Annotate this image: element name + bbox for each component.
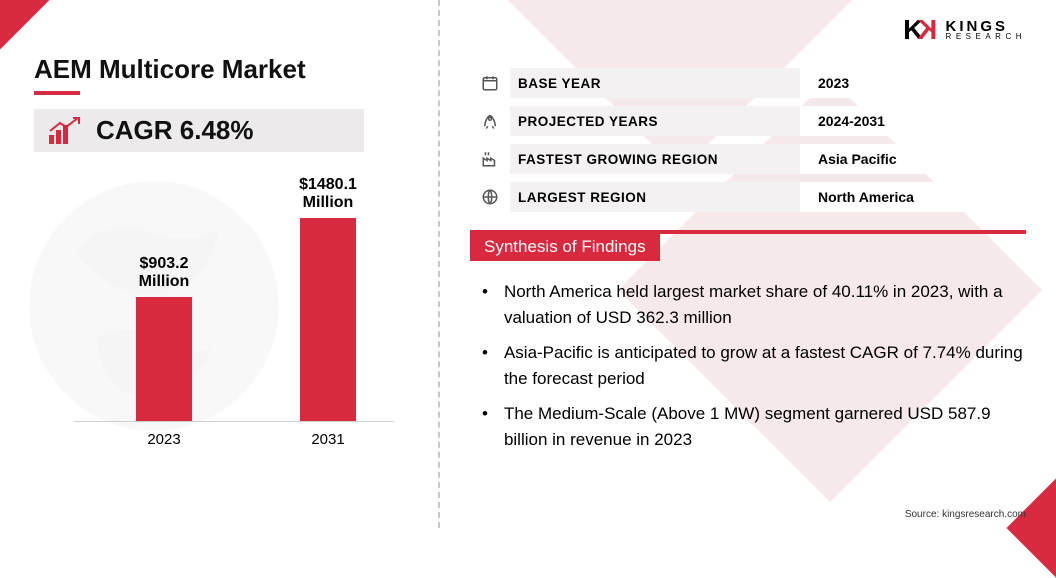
meta-value: Asia Pacific — [800, 144, 1026, 174]
chart-bar-label: $1480.1Million — [273, 176, 383, 213]
trend-up-icon — [48, 117, 82, 145]
brand-logo: KK KINGS RESEARCH — [903, 14, 1026, 46]
section-title: Synthesis of Findings — [470, 233, 660, 261]
globe-icon — [470, 182, 510, 212]
cagr-badge: CAGR 6.48% — [34, 109, 364, 152]
right-panel: KK KINGS RESEARCH BASE YEAR2023 PROJECTED… — [440, 0, 1056, 528]
bar-chart: $903.2Million 2023 $1480.1Million 2031 — [34, 156, 414, 456]
meta-value: 2024-2031 — [800, 106, 1026, 136]
finding-item: Asia-Pacific is anticipated to grow at a… — [474, 340, 1026, 391]
logo-mark-icon: KK — [903, 14, 939, 46]
meta-label: PROJECTED YEARS — [510, 114, 800, 129]
chart-bar — [300, 218, 356, 421]
chart-bar-label: $903.2Million — [109, 255, 219, 292]
meta-row: LARGEST REGIONNorth America — [470, 182, 1026, 212]
meta-row: BASE YEAR2023 — [470, 68, 1026, 98]
meta-row: PROJECTED YEARS2024-2031 — [470, 106, 1026, 136]
chart-bar — [136, 297, 192, 421]
calendar-icon — [470, 68, 510, 98]
finding-item: The Medium-Scale (Above 1 MW) segment ga… — [474, 401, 1026, 452]
meta-value: North America — [800, 182, 1026, 212]
logo-line2: RESEARCH — [946, 33, 1026, 40]
meta-label: BASE YEAR — [510, 76, 800, 91]
chart-x-tick: 2023 — [129, 421, 199, 448]
finding-item: North America held largest market share … — [474, 279, 1026, 330]
title-underline — [34, 91, 80, 95]
meta-label: FASTEST GROWING REGION — [510, 152, 800, 167]
chart-x-tick: 2031 — [293, 421, 363, 448]
meta-label: LARGEST REGION — [510, 190, 800, 205]
rocket-icon — [470, 106, 510, 136]
left-panel: AEM Multicore Market CAGR 6.48% — [0, 0, 440, 528]
meta-value: 2023 — [800, 68, 1026, 98]
page-title: AEM Multicore Market — [34, 54, 414, 85]
logo-line1: KINGS — [946, 20, 1026, 34]
cagr-value: CAGR 6.48% — [96, 115, 254, 146]
meta-table: BASE YEAR2023 PROJECTED YEARS2024-2031 FAS… — [470, 68, 1026, 212]
source-credit: Source: kingsresearch.com — [905, 509, 1026, 520]
factory-icon — [470, 144, 510, 174]
findings-list: North America held largest market share … — [470, 279, 1026, 452]
meta-row: FASTEST GROWING REGIONAsia Pacific — [470, 144, 1026, 174]
